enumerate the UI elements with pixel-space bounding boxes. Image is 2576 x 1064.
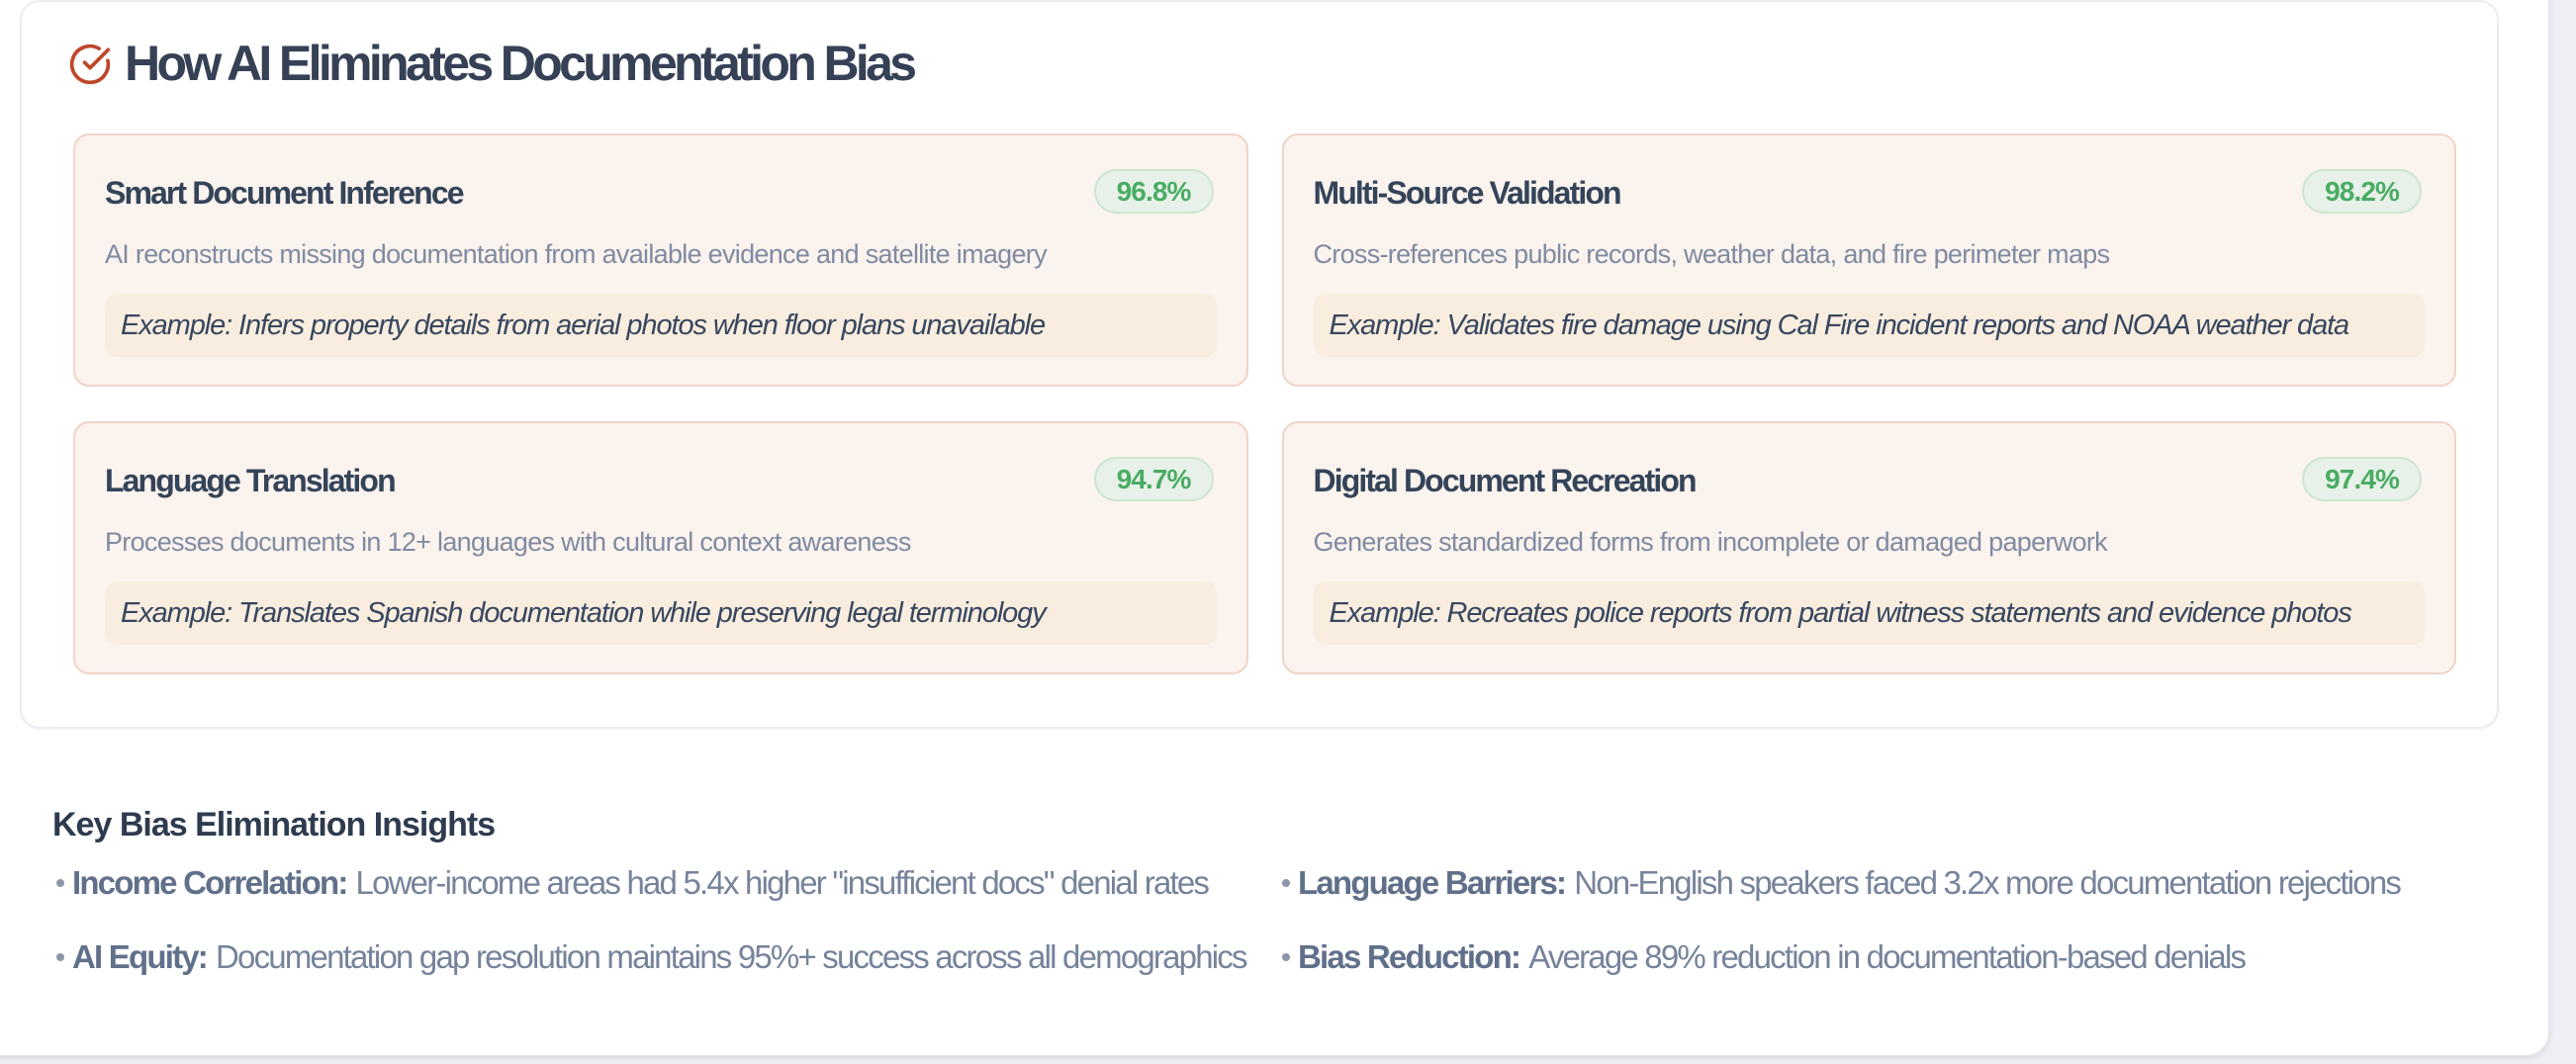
feature-example: Example: Recreates police reports from p… — [1313, 581, 2425, 645]
feature-title: Multi-Source Validation — [1313, 175, 1622, 211]
feature-card-digital-document-recreation: 97.4% Digital Document Recreation Genera… — [1281, 421, 2456, 674]
insight-label: AI Equity: — [72, 938, 209, 975]
feature-description: Processes documents in 12+ languages wit… — [105, 527, 911, 557]
feature-title: Smart Document Inference — [105, 175, 465, 211]
feature-description: Generates standardized forms from incomp… — [1313, 527, 2108, 557]
feature-example: Example: Infers property details from ae… — [105, 294, 1217, 357]
accuracy-badge: 97.4% — [2302, 457, 2422, 501]
insight-text: Lower-income areas had 5.4x higher "insu… — [355, 864, 1210, 901]
insight-text: Average 89% reduction in documentation-b… — [1528, 938, 2247, 975]
feature-title: Digital Document Recreation — [1313, 463, 1698, 498]
section-title: How AI Eliminates Documentation Bias — [125, 36, 917, 91]
feature-grid: 96.8% Smart Document Inference AI recons… — [73, 133, 2456, 674]
insight-label: Language Barriers: — [1298, 864, 1567, 901]
insight-label: Income Correlation: — [72, 864, 348, 901]
feature-card-smart-document-inference: 96.8% Smart Document Inference AI recons… — [73, 133, 1248, 387]
insight-text: Non-English speakers faced 3.2x more doc… — [1574, 864, 2402, 901]
feature-title: Language Translation — [105, 463, 397, 498]
insight-income-correlation: Income Correlation: Lower-income areas ha… — [54, 861, 1280, 905]
insight-language-barriers: Language Barriers: Non-English speakers f… — [1280, 861, 2506, 905]
accuracy-badge: 96.8% — [1093, 169, 1214, 214]
feature-description: Cross-references public records, weather… — [1313, 239, 2111, 269]
ai-documentation-card: How AI Eliminates Documentation Bias 96.… — [20, 0, 2499, 729]
accuracy-badge: 98.2% — [2302, 169, 2422, 214]
feature-example: Example: Validates fire damage using Cal… — [1313, 294, 2425, 357]
feature-example: Example: Translates Spanish documentatio… — [105, 581, 1217, 645]
insight-bias-reduction: Bias Reduction: Average 89% reduction in … — [1280, 935, 2506, 979]
insights-list: Income Correlation: Lower-income areas ha… — [54, 861, 2506, 979]
insights-heading: Key Bias Elimination Insights — [52, 806, 496, 843]
feature-card-language-translation: 94.7% Language Translation Processes doc… — [73, 421, 1248, 674]
insight-label: Bias Reduction: — [1298, 938, 1521, 975]
insight-text: Documentation gap resolution maintains 9… — [216, 938, 1248, 975]
check-circle-icon — [68, 43, 112, 86]
insight-ai-equity: AI Equity: Documentation gap resolution m… — [54, 935, 1280, 979]
accuracy-badge: 94.7% — [1093, 457, 1214, 501]
insights-section: Key Bias Elimination Insights Income Cor… — [52, 805, 2506, 979]
feature-card-multi-source-validation: 98.2% Multi-Source Validation Cross-refe… — [1281, 133, 2456, 387]
feature-description: AI reconstructs missing documentation fr… — [105, 239, 1048, 269]
